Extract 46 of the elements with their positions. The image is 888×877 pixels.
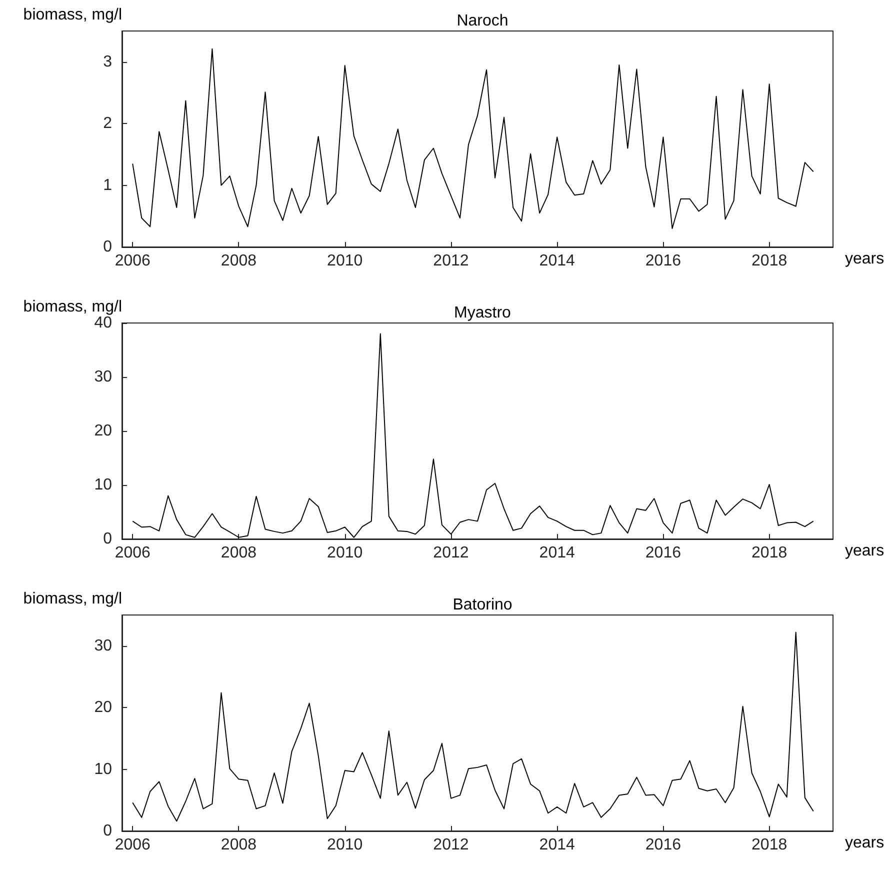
y-tick-label: 2 [103,115,112,132]
x-axis-title: years [845,542,884,560]
x-tick-label: 2008 [220,252,257,270]
y-tick-label: 0 [103,530,112,548]
x-tick-label: 2006 [114,252,151,270]
x-tick-label: 2016 [645,836,682,854]
y-tick-label: 20 [94,422,112,440]
x-tick-label: 2008 [220,544,257,562]
y-tick-label: 10 [94,760,112,778]
y-tick-label: 30 [94,368,112,386]
y-axis-title: biomass, mg/l [23,6,122,24]
x-tick-label: 2016 [645,252,682,270]
chart-title: Batorino [452,596,512,614]
line-series [132,333,814,538]
chart-title: Naroch [456,12,508,30]
x-tick-label: 2010 [327,252,363,270]
x-tick-label: 2014 [539,544,575,562]
y-tick-label: 0 [103,822,112,840]
x-tick-label: 2018 [752,836,788,854]
y-tick-label: 20 [94,699,112,716]
y-tick-label: 40 [94,314,112,332]
line-series [132,632,814,822]
x-tick-label: 2014 [539,252,575,270]
chart-title: Myastro [454,304,512,322]
x-axis-title: years [845,250,884,268]
x-axis-title: years [845,834,884,852]
y-tick-label: 0 [103,238,112,256]
y-tick-label: 10 [94,476,112,494]
y-tick-label: 30 [94,637,112,654]
x-tick-label: 2012 [433,544,469,562]
y-axis-title: biomass, mg/l [23,298,122,316]
x-tick-label: 2006 [114,544,151,562]
x-tick-label: 2012 [433,836,469,854]
x-tick-label: 2018 [752,544,788,562]
x-tick-label: 2010 [327,836,363,854]
y-axis-title: biomass, mg/l [23,590,122,608]
line-series [132,48,814,229]
x-tick-label: 2014 [539,836,575,854]
x-tick-label: 2008 [220,836,257,854]
x-tick-label: 2018 [752,252,788,270]
x-tick-label: 2010 [327,544,363,562]
y-tick-label: 1 [103,176,112,194]
y-tick-label: 3 [103,53,112,70]
x-tick-label: 2006 [114,836,151,854]
x-tick-label: 2016 [645,544,682,562]
x-tick-label: 2012 [433,252,469,270]
